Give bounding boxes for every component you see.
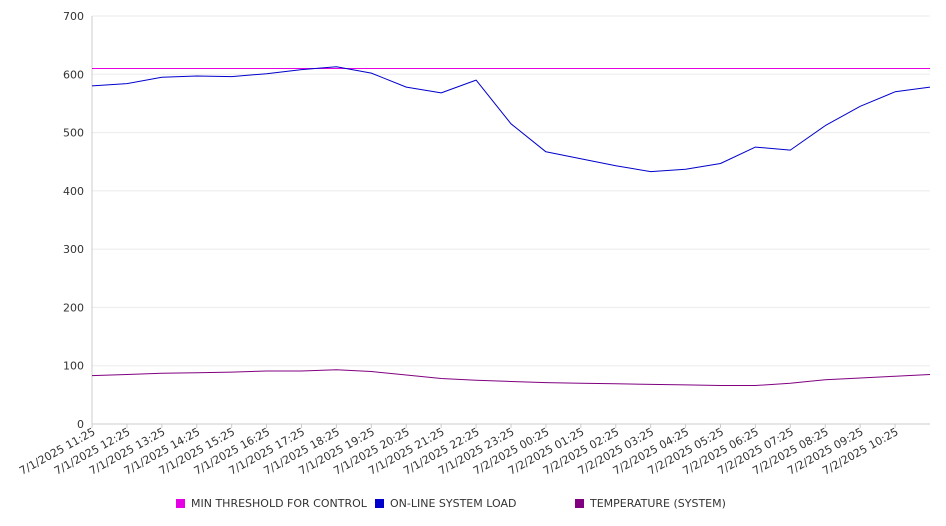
y-tick-labels: 0 100 200 300 400 500 600 700 [63, 10, 84, 431]
series-line-temperature [91, 369, 931, 386]
x-tick-labels: 7/1/2025 11:257/1/2025 12:257/1/2025 13:… [17, 425, 900, 477]
grid-lines [92, 15, 930, 367]
y-tick-label: 400 [63, 185, 84, 198]
series-line-system-load [91, 66, 931, 173]
legend-item-system-load[interactable]: ON-LINE SYSTEM LOAD [375, 497, 516, 510]
legend-label-system-load: ON-LINE SYSTEM LOAD [390, 497, 517, 510]
y-tick-label: 200 [63, 301, 84, 314]
y-tick-label: 300 [63, 243, 84, 256]
legend-item-temperature[interactable]: TEMPERATURE (SYSTEM) [575, 497, 726, 510]
legend-swatch-min-threshold [176, 499, 185, 508]
axes [91, 16, 930, 428]
y-tick-label: 0 [77, 418, 84, 431]
legend-label-temperature: TEMPERATURE (SYSTEM) [590, 497, 726, 510]
legend-item-min-threshold[interactable]: MIN THRESHOLD FOR CONTROL [176, 497, 367, 510]
y-tick-label: 600 [63, 68, 84, 81]
legend-swatch-temperature [575, 499, 584, 508]
legend-label-min-threshold: MIN THRESHOLD FOR CONTROL [191, 497, 367, 510]
y-tick-label: 700 [63, 10, 84, 23]
legend: MIN THRESHOLD FOR CONTROL ON-LINE SYSTEM… [0, 497, 946, 515]
y-tick-label: 100 [63, 360, 84, 373]
series-lines [91, 66, 931, 386]
y-tick-label: 500 [63, 127, 84, 140]
legend-swatch-system-load [375, 499, 384, 508]
